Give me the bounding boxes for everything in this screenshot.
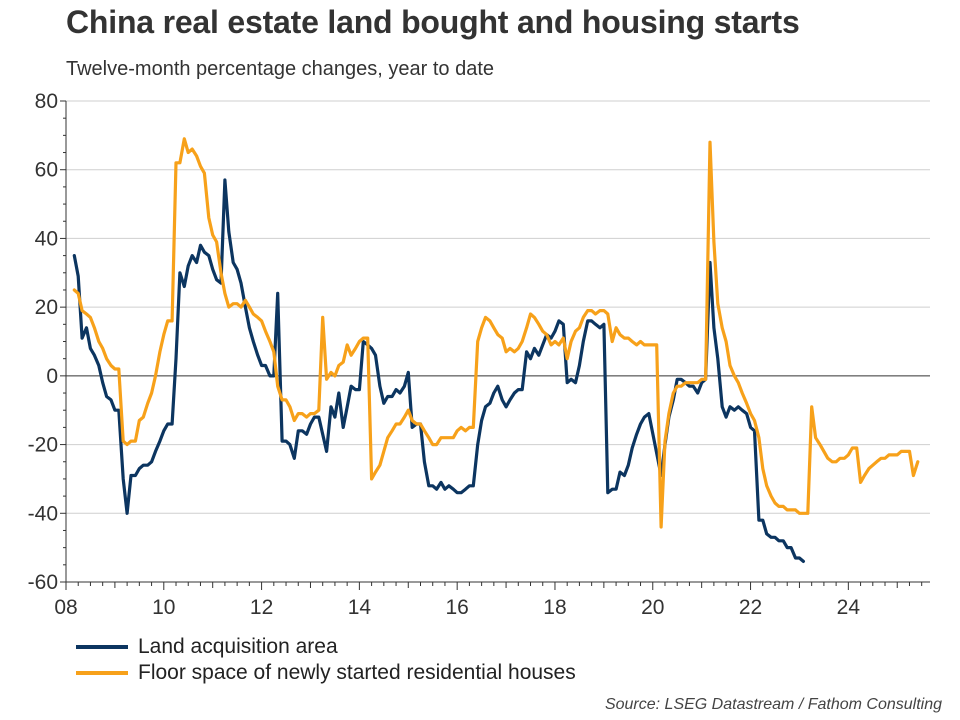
legend-swatch-floor-space (76, 671, 128, 675)
x-tick-label: 14 (348, 596, 372, 619)
x-tick-label: 22 (739, 596, 762, 619)
y-tick-label: 20 (35, 296, 58, 319)
y-tick-label: 0 (46, 365, 58, 388)
y-tick-label: -40 (28, 502, 58, 525)
legend-item-land-acquisition: Land acquisition area (76, 634, 576, 660)
source-note: Source: LSEG Datastream / Fathom Consult… (604, 696, 942, 713)
x-tick-label: 12 (250, 596, 273, 619)
y-tick-label: -60 (28, 571, 58, 594)
x-tick-label: 24 (837, 596, 861, 619)
y-tick-label: 80 (35, 90, 58, 113)
x-tick-label: 10 (152, 596, 175, 619)
legend-label-floor-space: Floor space of newly started residential… (138, 661, 576, 684)
legend-item-floor-space: Floor space of newly started residential… (76, 660, 576, 686)
y-tick-label: 60 (35, 159, 58, 182)
series-line-land-acquisition (72, 178, 805, 563)
x-tick-label: 08 (54, 596, 77, 619)
legend: Land acquisition area Floor space of new… (76, 634, 576, 686)
x-tick-label: 20 (641, 596, 664, 619)
y-tick-label: 40 (35, 227, 58, 250)
series-layer (72, 137, 920, 563)
series-line-floor-space (72, 137, 920, 529)
axes-layer (60, 100, 930, 590)
y-tick-label: -20 (28, 434, 58, 457)
legend-swatch-land-acquisition (76, 645, 128, 649)
chart-title: China real estate land bought and housin… (66, 4, 800, 40)
x-tick-label: 18 (543, 596, 566, 619)
chart-subtitle: Twelve-month percentage changes, year to… (66, 58, 495, 80)
gridlines (66, 100, 930, 514)
legend-label-land-acquisition: Land acquisition area (138, 635, 338, 658)
x-tick-label: 16 (445, 596, 468, 619)
